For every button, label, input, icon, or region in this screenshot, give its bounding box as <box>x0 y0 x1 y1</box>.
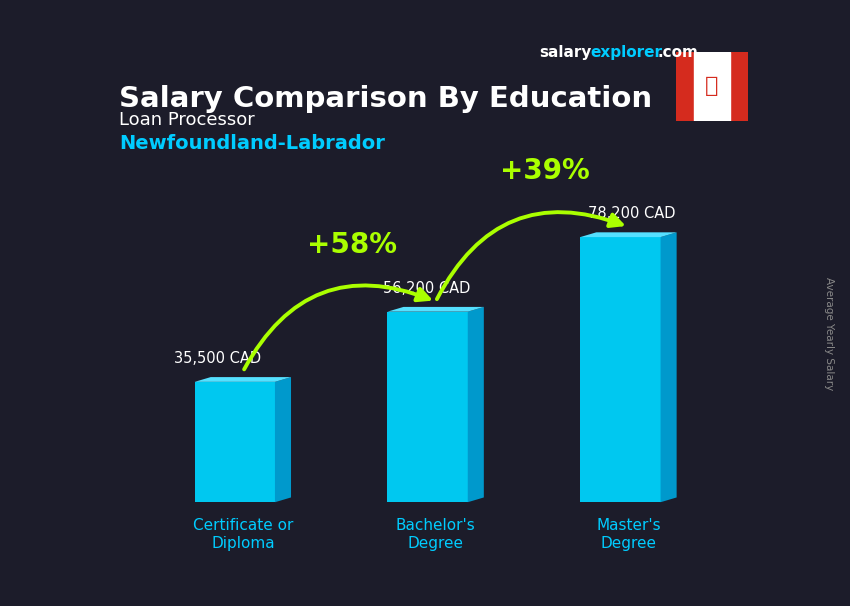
Text: 78,200 CAD: 78,200 CAD <box>588 206 676 221</box>
Bar <box>730 52 748 121</box>
Polygon shape <box>581 237 660 502</box>
Text: Newfoundland-Labrador: Newfoundland-Labrador <box>119 134 385 153</box>
Text: Master's
Degree: Master's Degree <box>596 518 660 550</box>
Text: Salary Comparison By Education: Salary Comparison By Education <box>119 85 652 113</box>
Text: +58%: +58% <box>307 231 397 259</box>
Text: salary: salary <box>540 45 592 61</box>
Polygon shape <box>468 307 484 502</box>
Bar <box>694 52 730 121</box>
Text: +39%: +39% <box>500 157 590 185</box>
Text: Bachelor's
Degree: Bachelor's Degree <box>396 518 475 550</box>
Bar <box>676 52 694 121</box>
Polygon shape <box>195 377 291 382</box>
Text: 35,500 CAD: 35,500 CAD <box>173 351 261 366</box>
Text: 56,200 CAD: 56,200 CAD <box>382 281 470 296</box>
Text: .com: .com <box>658 45 699 61</box>
Text: 🍁: 🍁 <box>706 76 718 96</box>
Polygon shape <box>388 311 468 502</box>
Polygon shape <box>195 382 275 502</box>
Polygon shape <box>275 377 291 502</box>
Polygon shape <box>581 232 677 237</box>
Text: Certificate or
Diploma: Certificate or Diploma <box>193 518 293 550</box>
Text: explorer: explorer <box>591 45 663 61</box>
Text: Loan Processor: Loan Processor <box>119 111 255 129</box>
Polygon shape <box>388 307 484 311</box>
Text: Average Yearly Salary: Average Yearly Salary <box>824 277 834 390</box>
Polygon shape <box>660 232 677 502</box>
